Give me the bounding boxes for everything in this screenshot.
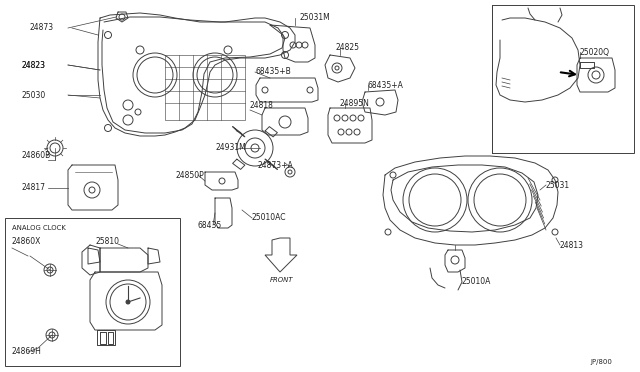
Text: 24895N: 24895N	[340, 99, 370, 108]
Text: FRONT: FRONT	[270, 277, 294, 283]
Text: 24931M: 24931M	[215, 144, 246, 153]
Text: 24873+A: 24873+A	[258, 160, 294, 170]
Text: 25030: 25030	[22, 90, 46, 99]
Text: 25010AC: 25010AC	[252, 214, 287, 222]
Text: 24869H: 24869H	[12, 347, 42, 356]
Text: 24817: 24817	[22, 183, 46, 192]
Text: 24823: 24823	[22, 61, 46, 70]
Text: 24873: 24873	[30, 23, 54, 32]
Text: ANALOG CLOCK: ANALOG CLOCK	[12, 225, 66, 231]
Text: 68435+B: 68435+B	[255, 67, 291, 77]
Text: 25031M: 25031M	[300, 13, 331, 22]
Text: 24825: 24825	[335, 44, 359, 52]
Text: 25010A: 25010A	[462, 278, 492, 286]
Text: 68435: 68435	[198, 221, 222, 230]
Circle shape	[126, 300, 130, 304]
Text: 24860X: 24860X	[12, 237, 42, 247]
Text: 24813: 24813	[560, 241, 584, 250]
Bar	[5, 218, 180, 366]
Text: JP/800: JP/800	[590, 359, 612, 365]
Text: 25810: 25810	[95, 237, 119, 247]
Text: 24850P: 24850P	[175, 170, 204, 180]
Text: 24823: 24823	[22, 61, 46, 70]
Text: 68435+A: 68435+A	[368, 80, 404, 90]
Text: 24860B: 24860B	[22, 151, 51, 160]
Text: 24818: 24818	[250, 100, 274, 109]
Bar	[492, 5, 634, 153]
Bar	[165, 55, 245, 120]
Text: 25020Q: 25020Q	[580, 48, 610, 57]
Text: 25031: 25031	[545, 180, 569, 189]
